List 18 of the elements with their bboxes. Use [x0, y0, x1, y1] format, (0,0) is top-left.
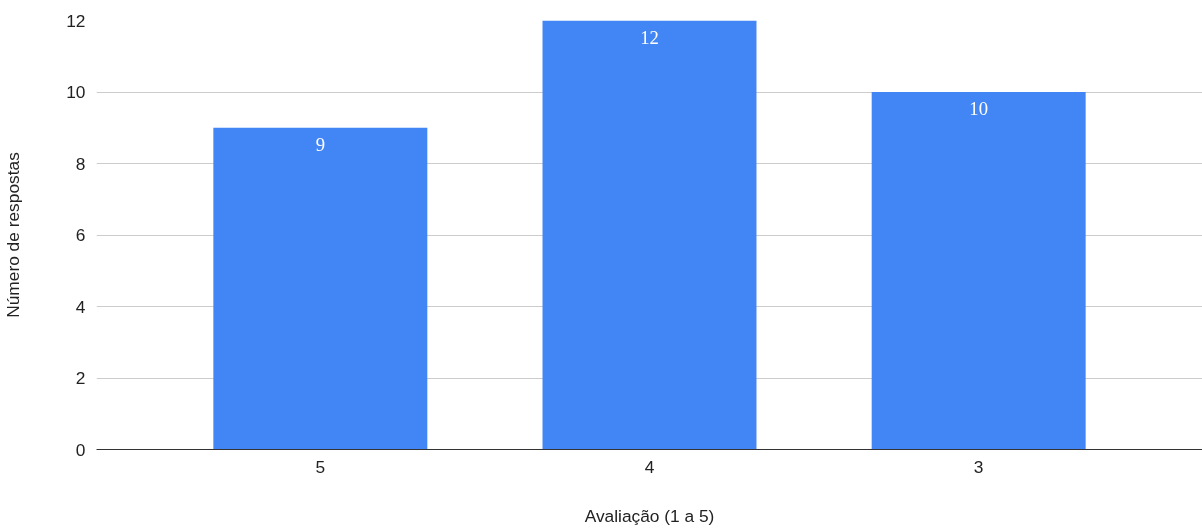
x-tick-label: 3	[973, 456, 984, 477]
y-tick-label: 2	[75, 368, 86, 388]
bar	[542, 20, 757, 450]
data-label: 9	[315, 133, 325, 155]
bar	[871, 92, 1086, 450]
y-tick-label: 10	[66, 82, 86, 102]
x-tick-label: 4	[644, 456, 655, 477]
bar	[213, 127, 428, 450]
data-label: 10	[969, 98, 988, 119]
y-tick-label: 6	[75, 225, 86, 245]
x-axis-title: Avaliação (1 a 5)	[584, 505, 715, 526]
y-axis-title: Número de respostas	[3, 151, 24, 318]
y-tick-label: 4	[75, 296, 86, 317]
data-label: 12	[640, 26, 659, 48]
y-tick-label: 12	[66, 10, 86, 31]
y-tick-label: 8	[75, 153, 86, 174]
y-tick-label: 0	[75, 439, 86, 460]
x-tick-label: 5	[315, 456, 326, 477]
